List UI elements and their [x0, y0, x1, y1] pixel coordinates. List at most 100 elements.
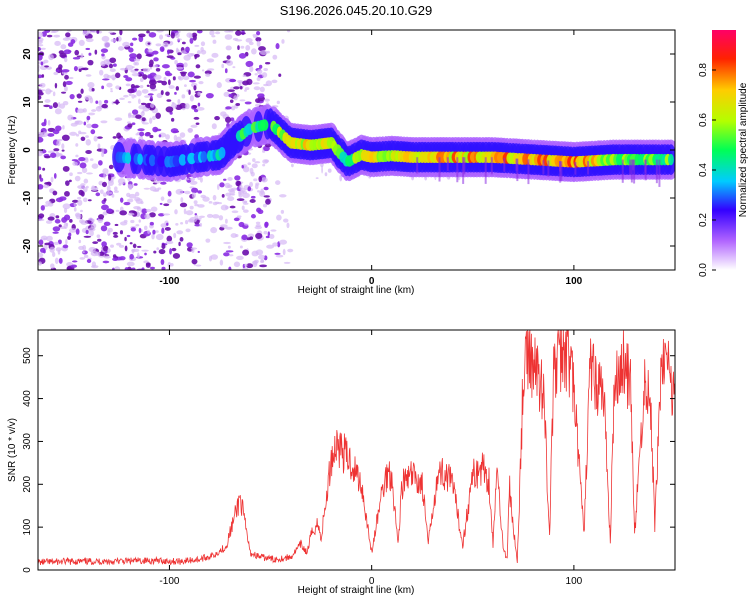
spectrogram-noise-speckle — [194, 214, 199, 219]
spectrogram-noise-speckle — [94, 49, 98, 55]
spectrogram-noise-speckle — [229, 99, 234, 104]
spectrogram-noise-speckle — [128, 183, 133, 191]
spectrogram-noise-speckle — [167, 49, 170, 55]
snr-x-axis-label: Height of straight line (km) — [298, 585, 415, 596]
spectrogram-noise-speckle — [88, 112, 96, 116]
spectrogram-noise-speckle — [249, 167, 254, 175]
spectrogram-noise-speckle — [68, 76, 74, 80]
spectrogram-noise-speckle — [187, 52, 194, 57]
spectrogram-noise-speckle — [79, 162, 87, 169]
spectrogram-noise-speckle — [58, 64, 63, 70]
spectrogram-noise-speckle — [261, 177, 268, 183]
spectrogram-noise-speckle — [83, 121, 87, 126]
spectrogram-noise-speckle — [44, 65, 49, 68]
spectrogram-noise-speckle — [263, 186, 269, 191]
spectrogram-noise-speckle — [253, 178, 258, 182]
spectrogram-noise-speckle — [142, 74, 148, 80]
spectrogram-noise-speckle — [102, 245, 108, 252]
spectrogram-noise-speckle — [188, 89, 191, 95]
spectrogram-noise-speckle — [86, 115, 91, 121]
spectrogram-noise-speckle — [161, 266, 166, 270]
snr-x-tick-label: 0 — [369, 576, 375, 587]
spectrogram-noise-speckle — [134, 197, 141, 202]
spectrogram-noise-speckle — [282, 248, 286, 256]
spectrogram-noise-speckle — [71, 159, 79, 162]
spectrogram-noise-speckle — [259, 50, 268, 56]
spectrogram-noise-speckle — [181, 94, 186, 99]
spectrogram-noise-speckle — [40, 131, 49, 138]
spectrogram-noise-speckle — [142, 67, 151, 73]
spectrogram-noise-speckle — [72, 260, 78, 263]
spectrogram-streak — [490, 157, 493, 175]
spectrogram-noise-speckle — [321, 166, 323, 174]
spectrogram-noise-speckle — [83, 235, 92, 238]
spectrogram-noise-speckle — [132, 37, 138, 41]
spectrogram-noise-speckle — [225, 192, 232, 197]
spectrogram-noise-speckle — [244, 223, 249, 226]
spectrogram-noise-speckle — [194, 44, 200, 47]
spectrogram-streak — [484, 157, 487, 184]
spectrogram-noise-speckle — [243, 209, 249, 213]
spectrogram-noise-speckle — [100, 60, 106, 67]
spectrogram-noise-speckle — [148, 79, 157, 86]
spectrogram-noise-speckle — [179, 237, 184, 242]
spectrogram-noise-speckle — [100, 225, 108, 232]
spectrogram-noise-speckle — [175, 66, 184, 70]
spectrogram-noise-speckle — [118, 244, 125, 248]
spectrogram-noise-speckle — [169, 248, 172, 255]
spectrogram-ridge-cell — [124, 152, 132, 164]
spectrogram-noise-speckle — [38, 95, 42, 101]
spectrogram-noise-speckle — [108, 164, 114, 170]
spectrogram-noise-speckle — [80, 88, 84, 94]
spectrogram-noise-speckle — [150, 103, 155, 108]
spectrogram-noise-speckle — [64, 57, 68, 63]
spectrogram-noise-speckle — [197, 102, 201, 107]
spectrogram-noise-speckle — [201, 69, 205, 72]
spectrogram-streak — [503, 157, 506, 172]
spectrogram-noise-speckle — [230, 233, 238, 239]
spectrogram-noise-speckle — [40, 47, 46, 50]
colorbar-tick-label: 0.2 — [698, 213, 709, 227]
spectrogram-noise-speckle — [90, 129, 96, 135]
spectrogram-noise-speckle — [146, 30, 150, 34]
spectrogram-noise-speckle — [246, 263, 254, 269]
spectrogram-noise-speckle — [115, 85, 120, 90]
spectrogram-noise-speckle — [53, 241, 60, 246]
spectrogram-noise-speckle — [82, 186, 88, 193]
spectrogram-noise-speckle — [127, 101, 132, 104]
spectrogram-noise-speckle — [227, 245, 231, 249]
spectrogram-noise-speckle — [219, 259, 224, 266]
spectrogram-noise-speckle — [73, 65, 78, 72]
spectrogram-noise-speckle — [117, 178, 126, 185]
spectrogram-noise-speckle — [139, 131, 145, 137]
spectrogram-noise-speckle — [249, 236, 254, 241]
spectrogram-noise-speckle — [78, 68, 82, 72]
spectrogram-noise-speckle — [279, 194, 287, 198]
spectrogram-noise-speckle — [235, 102, 241, 106]
spectrogram-noise-speckle — [73, 207, 77, 212]
spectrogram-noise-speckle — [129, 114, 137, 118]
spectrogram-noise-speckle — [117, 46, 125, 51]
spectrogram-noise-speckle — [119, 210, 128, 216]
spectrogram-noise-speckle — [55, 215, 60, 219]
spectrogram-noise-speckle — [69, 131, 77, 136]
spectrogram-noise-speckle — [254, 184, 259, 190]
spectrogram-noise-speckle — [225, 116, 232, 123]
spectrogram-noise-speckle — [193, 116, 200, 120]
spectrogram-noise-speckle — [159, 202, 163, 205]
spectrogram-noise-speckle — [67, 235, 71, 240]
spectrogram-noise-speckle — [97, 217, 104, 224]
snr-background — [38, 330, 675, 570]
spectrogram-noise-speckle — [163, 76, 167, 81]
spectrogram-noise-speckle — [223, 91, 230, 98]
spectrogram-noise-speckle — [91, 109, 97, 112]
spectrogram-noise-speckle — [258, 64, 263, 69]
spectrogram-noise-speckle — [129, 242, 133, 245]
snr-x-ticks: -100 0 100 — [159, 330, 583, 587]
spectrogram-noise-speckle — [43, 204, 50, 207]
spectrogram-noise-speckle — [225, 218, 228, 224]
spectrogram-noise-speckle — [235, 30, 242, 36]
spectrogram-noise-speckle — [232, 66, 236, 69]
spectrogram-streak — [560, 161, 563, 181]
